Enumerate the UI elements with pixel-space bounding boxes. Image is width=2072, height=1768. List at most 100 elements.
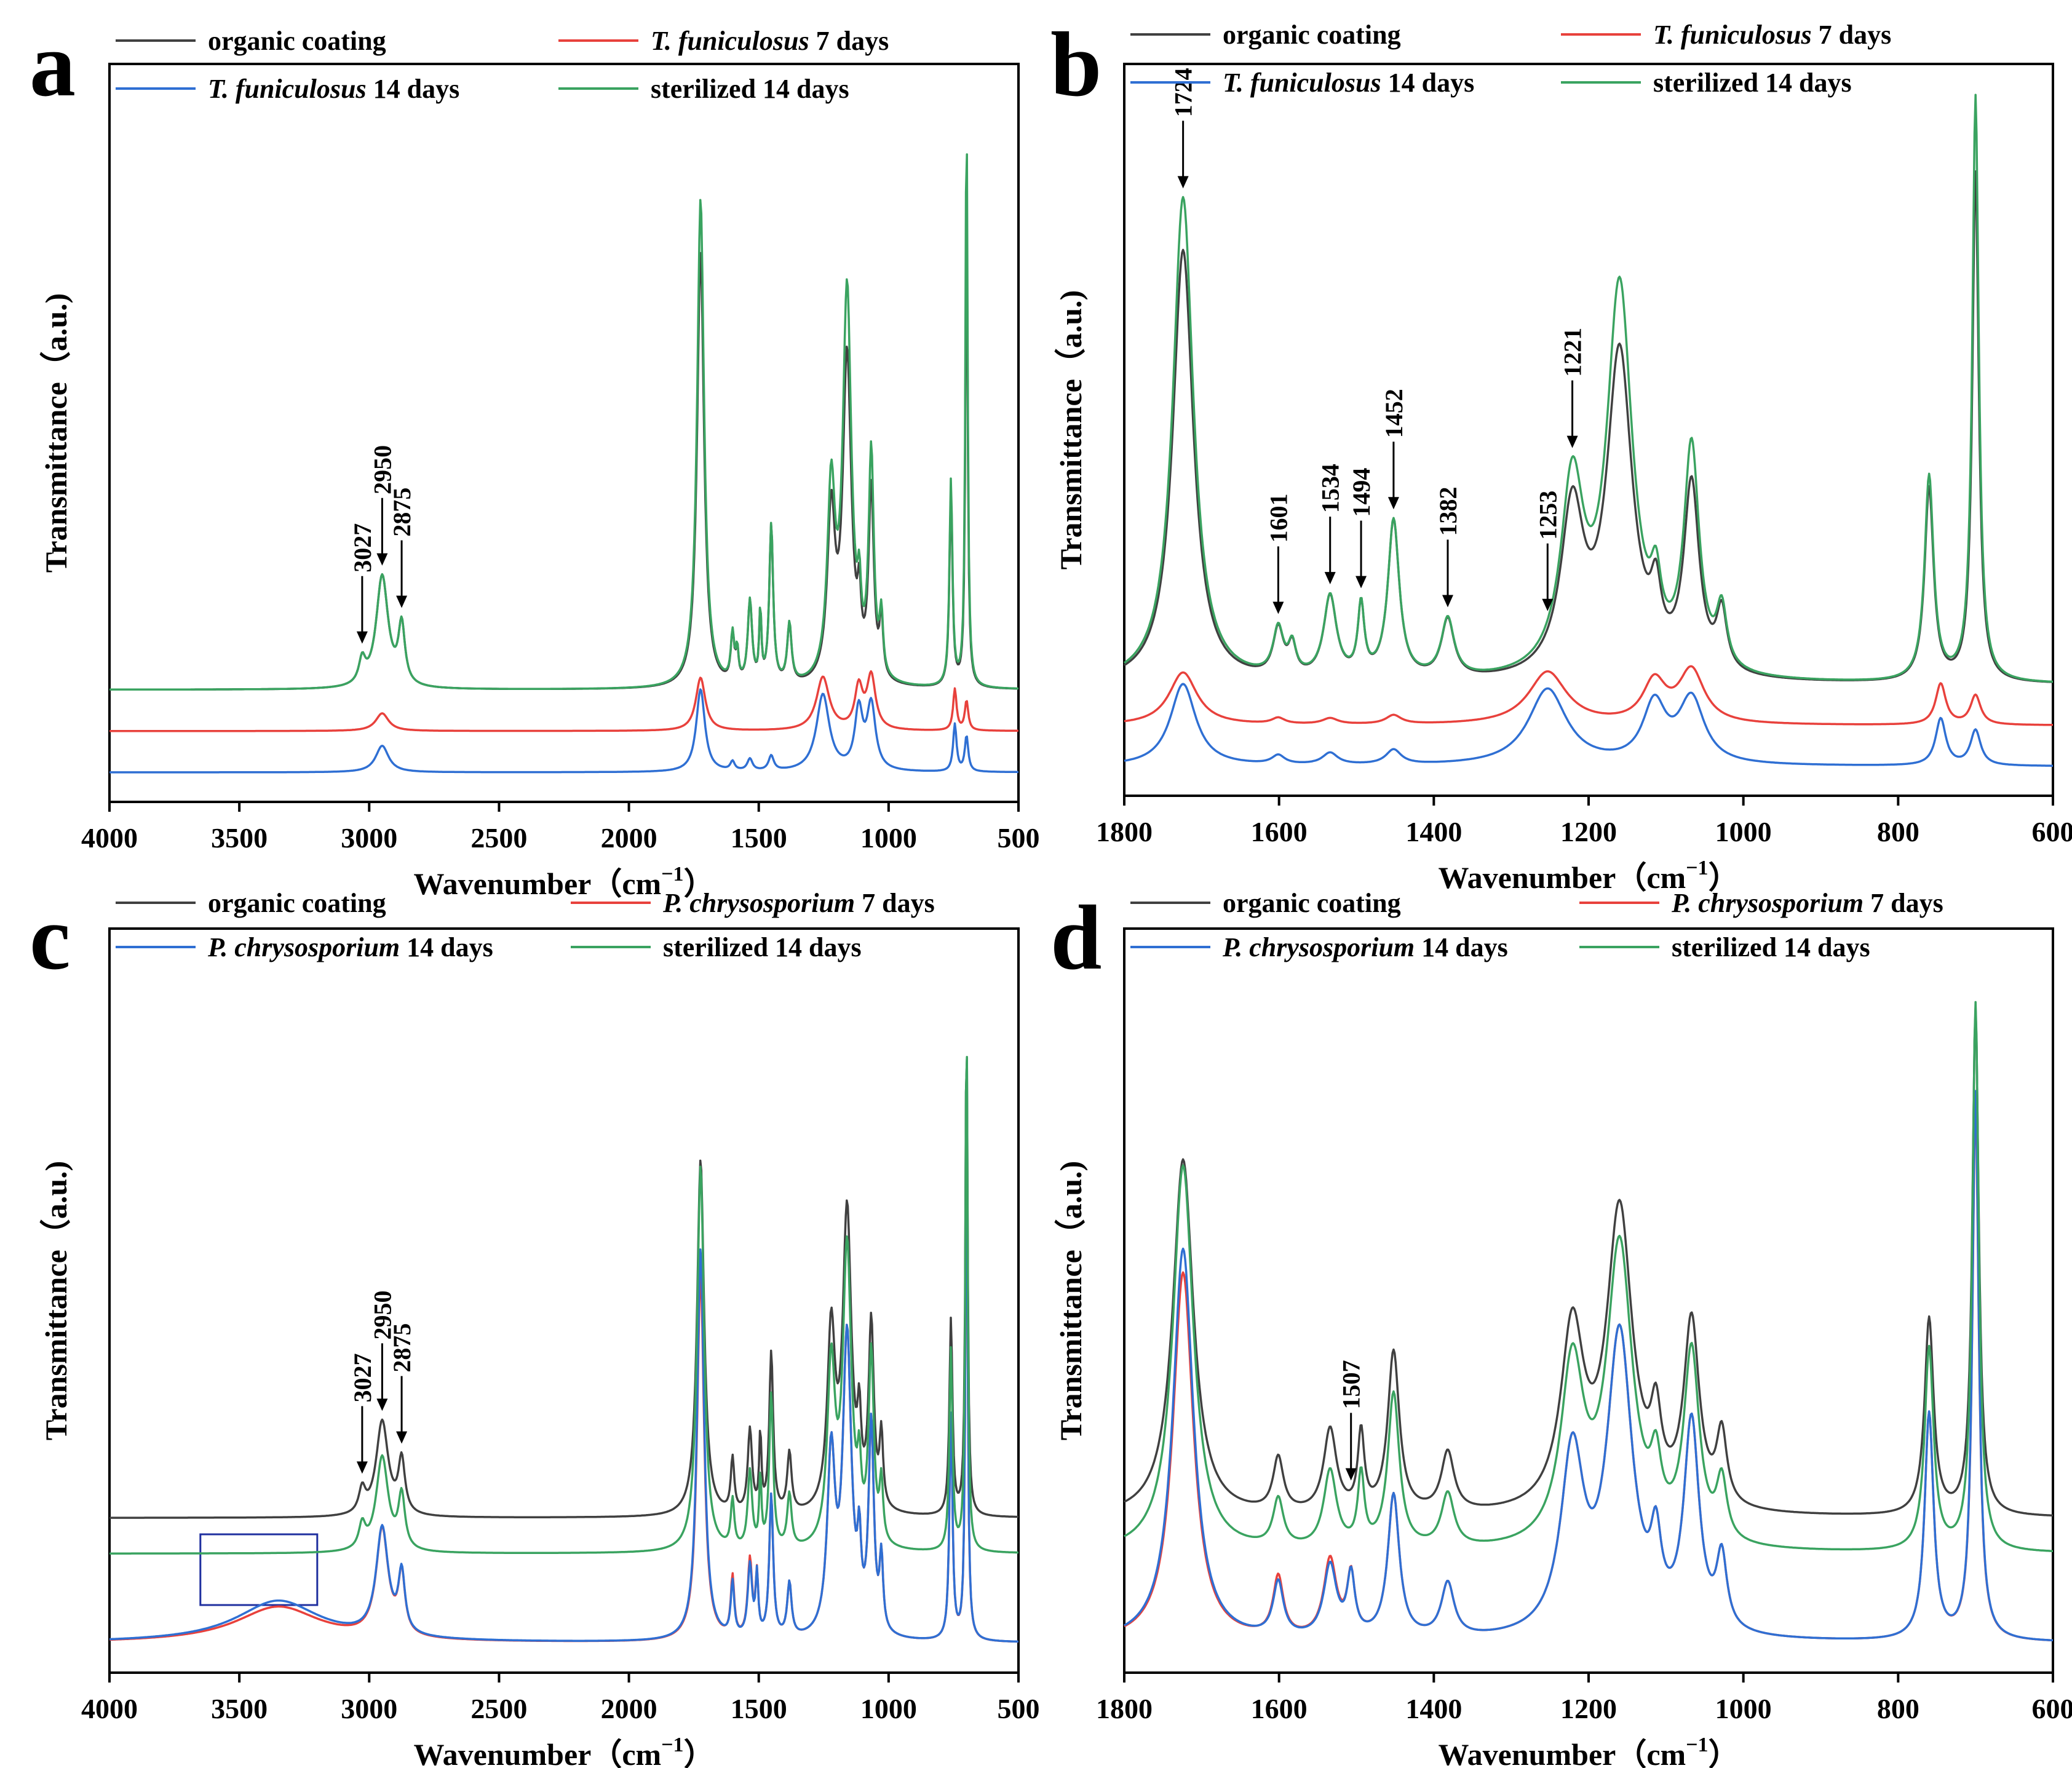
y-axis-title: Transmittance（a.u.) (39, 293, 73, 573)
annotation-arrowhead (1272, 601, 1284, 614)
annotation-arrowhead (396, 595, 408, 608)
series-line (1124, 1101, 2054, 1642)
series-line (1124, 1007, 2054, 1517)
x-tick-label: 3000 (341, 822, 397, 854)
series-line (109, 1056, 1019, 1555)
legend-label: P. chrysosporium 7 days (662, 888, 935, 918)
panel-d: d 1800 1600 1400 1200 1000 800 600 Wavenumber（c… (1039, 879, 2072, 1768)
legend-label: P. chrysosporium 14 days (1222, 932, 1508, 962)
x-tick-label: 600 (2032, 816, 2072, 847)
series-line (109, 1144, 1019, 1643)
series-line (1124, 170, 2054, 683)
x-tick-label: 1200 (1560, 816, 1617, 847)
annotation-label: 2950 (368, 445, 396, 494)
x-tick-label: 1800 (1096, 816, 1153, 847)
annotation-label: 1601 (1264, 494, 1292, 543)
x-tick-label: 4000 (81, 1693, 138, 1724)
annotation-arrowhead (1356, 576, 1367, 589)
annotation-label: 3027 (349, 523, 376, 573)
x-tick-label: 1800 (1096, 1693, 1153, 1724)
x-tick-label: 1600 (1251, 816, 1308, 847)
x-axis-title: Wavenumber（cm−1） (413, 863, 714, 901)
legend-label: sterilized 14 days (663, 932, 862, 962)
legend-label: sterilized 14 days (1653, 68, 1852, 98)
annotation-arrowhead (1177, 176, 1189, 189)
legend-label: T. funiculosus 14 days (208, 74, 459, 104)
annotation-label: 1452 (1380, 389, 1408, 438)
chart-a: 4000 3500 3000 2500 2000 1500 1000 500 Wavenumbe… (39, 26, 1040, 901)
chart-d: 1800 1600 1400 1200 1000 800 600 Wavenumber（cm−… (1054, 888, 2072, 1768)
x-tick-label: 800 (1877, 816, 1919, 847)
x-tick-label: 2500 (470, 1693, 527, 1724)
panel-letter-d: d (1050, 887, 1102, 989)
series-line (1124, 1001, 2054, 1552)
annotation-label: 1221 (1559, 328, 1587, 377)
x-axis-title: Wavenumber（cm−1） (413, 1734, 714, 1768)
x-tick-label: 500 (998, 1693, 1040, 1724)
series-line (109, 688, 1019, 774)
x-tick-label: 800 (1877, 1693, 1919, 1724)
legend-label: T. funiculosus 7 days (651, 26, 889, 56)
panel-a: a 4000 3500 3000 2500 2000 1500 1000 500 Wavenum… (0, 0, 1040, 901)
annotation-arrowhead (376, 553, 388, 566)
chart-b: 1800 1600 1400 1200 1000 800 600 Wavenumber（cm−… (1054, 20, 2072, 895)
panel-b: b 1800 1600 1400 1200 1000 800 600 Wavenumber（c… (1039, 0, 2072, 895)
annotation-label: 2875 (388, 1323, 416, 1373)
x-tick-label: 1400 (1405, 1693, 1462, 1724)
annotation-label: 1382 (1434, 486, 1462, 536)
annotation-label: 1494 (1348, 468, 1375, 517)
annotation-label: 3027 (349, 1353, 376, 1402)
annotation-label: 1534 (1317, 464, 1344, 513)
x-tick-label: 500 (998, 822, 1040, 854)
chart-c: 4000 3500 3000 2500 2000 1500 1000 500 Wavenumbe… (39, 888, 1040, 1768)
legend-label: organic coating (208, 26, 386, 56)
annotation-arrowhead (1345, 1468, 1357, 1481)
legend-label: organic coating (1223, 888, 1401, 918)
x-tick-label: 2000 (601, 1693, 657, 1724)
panel-letter-c: c (30, 887, 71, 989)
x-tick-label: 600 (2032, 1693, 2072, 1724)
series-line (1124, 1090, 2054, 1642)
x-tick-label: 1200 (1560, 1693, 1617, 1724)
x-tick-label: 1000 (860, 1693, 917, 1724)
y-axis-title: Transmittance（a.u.) (1054, 1161, 1088, 1441)
legend-label: sterilized 14 days (651, 74, 849, 104)
legend-label: organic coating (1223, 20, 1401, 50)
legend-label: P. chrysosporium 7 days (1671, 888, 1943, 918)
series-line (1124, 665, 2054, 726)
x-axis-title: Wavenumber（cm−1） (1438, 1734, 1739, 1768)
annotation-arrowhead (376, 1398, 388, 1411)
x-tick-label: 3500 (211, 1693, 268, 1724)
annotation-label: 1507 (1338, 1360, 1365, 1409)
x-tick-label: 1000 (1715, 1693, 1772, 1724)
panel-c: c 4000 3500 3000 2500 2000 1500 1000 500 Wavenum… (0, 879, 1040, 1768)
plot-frame (1123, 63, 2054, 797)
x-tick-label: 1000 (860, 822, 917, 854)
legend-label: T. funiculosus 14 days (1223, 68, 1474, 98)
x-tick-label: 3000 (341, 1693, 397, 1724)
series-line (1124, 93, 2054, 683)
series-line (109, 670, 1019, 732)
annotation-arrowhead (356, 1461, 368, 1474)
legend-label: organic coating (208, 888, 386, 918)
annotation-arrowhead (1542, 598, 1554, 611)
legend-label: P. chrysosporium 14 days (207, 932, 493, 962)
x-tick-label: 3500 (211, 822, 268, 854)
x-tick-label: 1500 (731, 1693, 787, 1724)
x-axis-title: Wavenumber（cm−1） (1438, 857, 1739, 895)
annotation-label: 2875 (388, 488, 416, 537)
annotation-arrowhead (1324, 572, 1336, 585)
annotation-arrowhead (356, 631, 368, 644)
legend-label: T. funiculosus 7 days (1653, 20, 1891, 50)
x-tick-label: 2000 (601, 822, 657, 854)
x-tick-label: 1000 (1715, 816, 1772, 847)
panel-letter-b: b (1050, 14, 1102, 116)
x-tick-label: 1500 (731, 822, 787, 854)
series-line (109, 153, 1019, 691)
series-line (109, 1058, 1019, 1519)
legend-label: sterilized 14 days (1672, 932, 1870, 962)
highlight-box (199, 1533, 319, 1606)
annotation-label: 1253 (1534, 491, 1562, 540)
annotation-label: 2950 (368, 1290, 396, 1339)
x-tick-label: 1400 (1405, 816, 1462, 847)
